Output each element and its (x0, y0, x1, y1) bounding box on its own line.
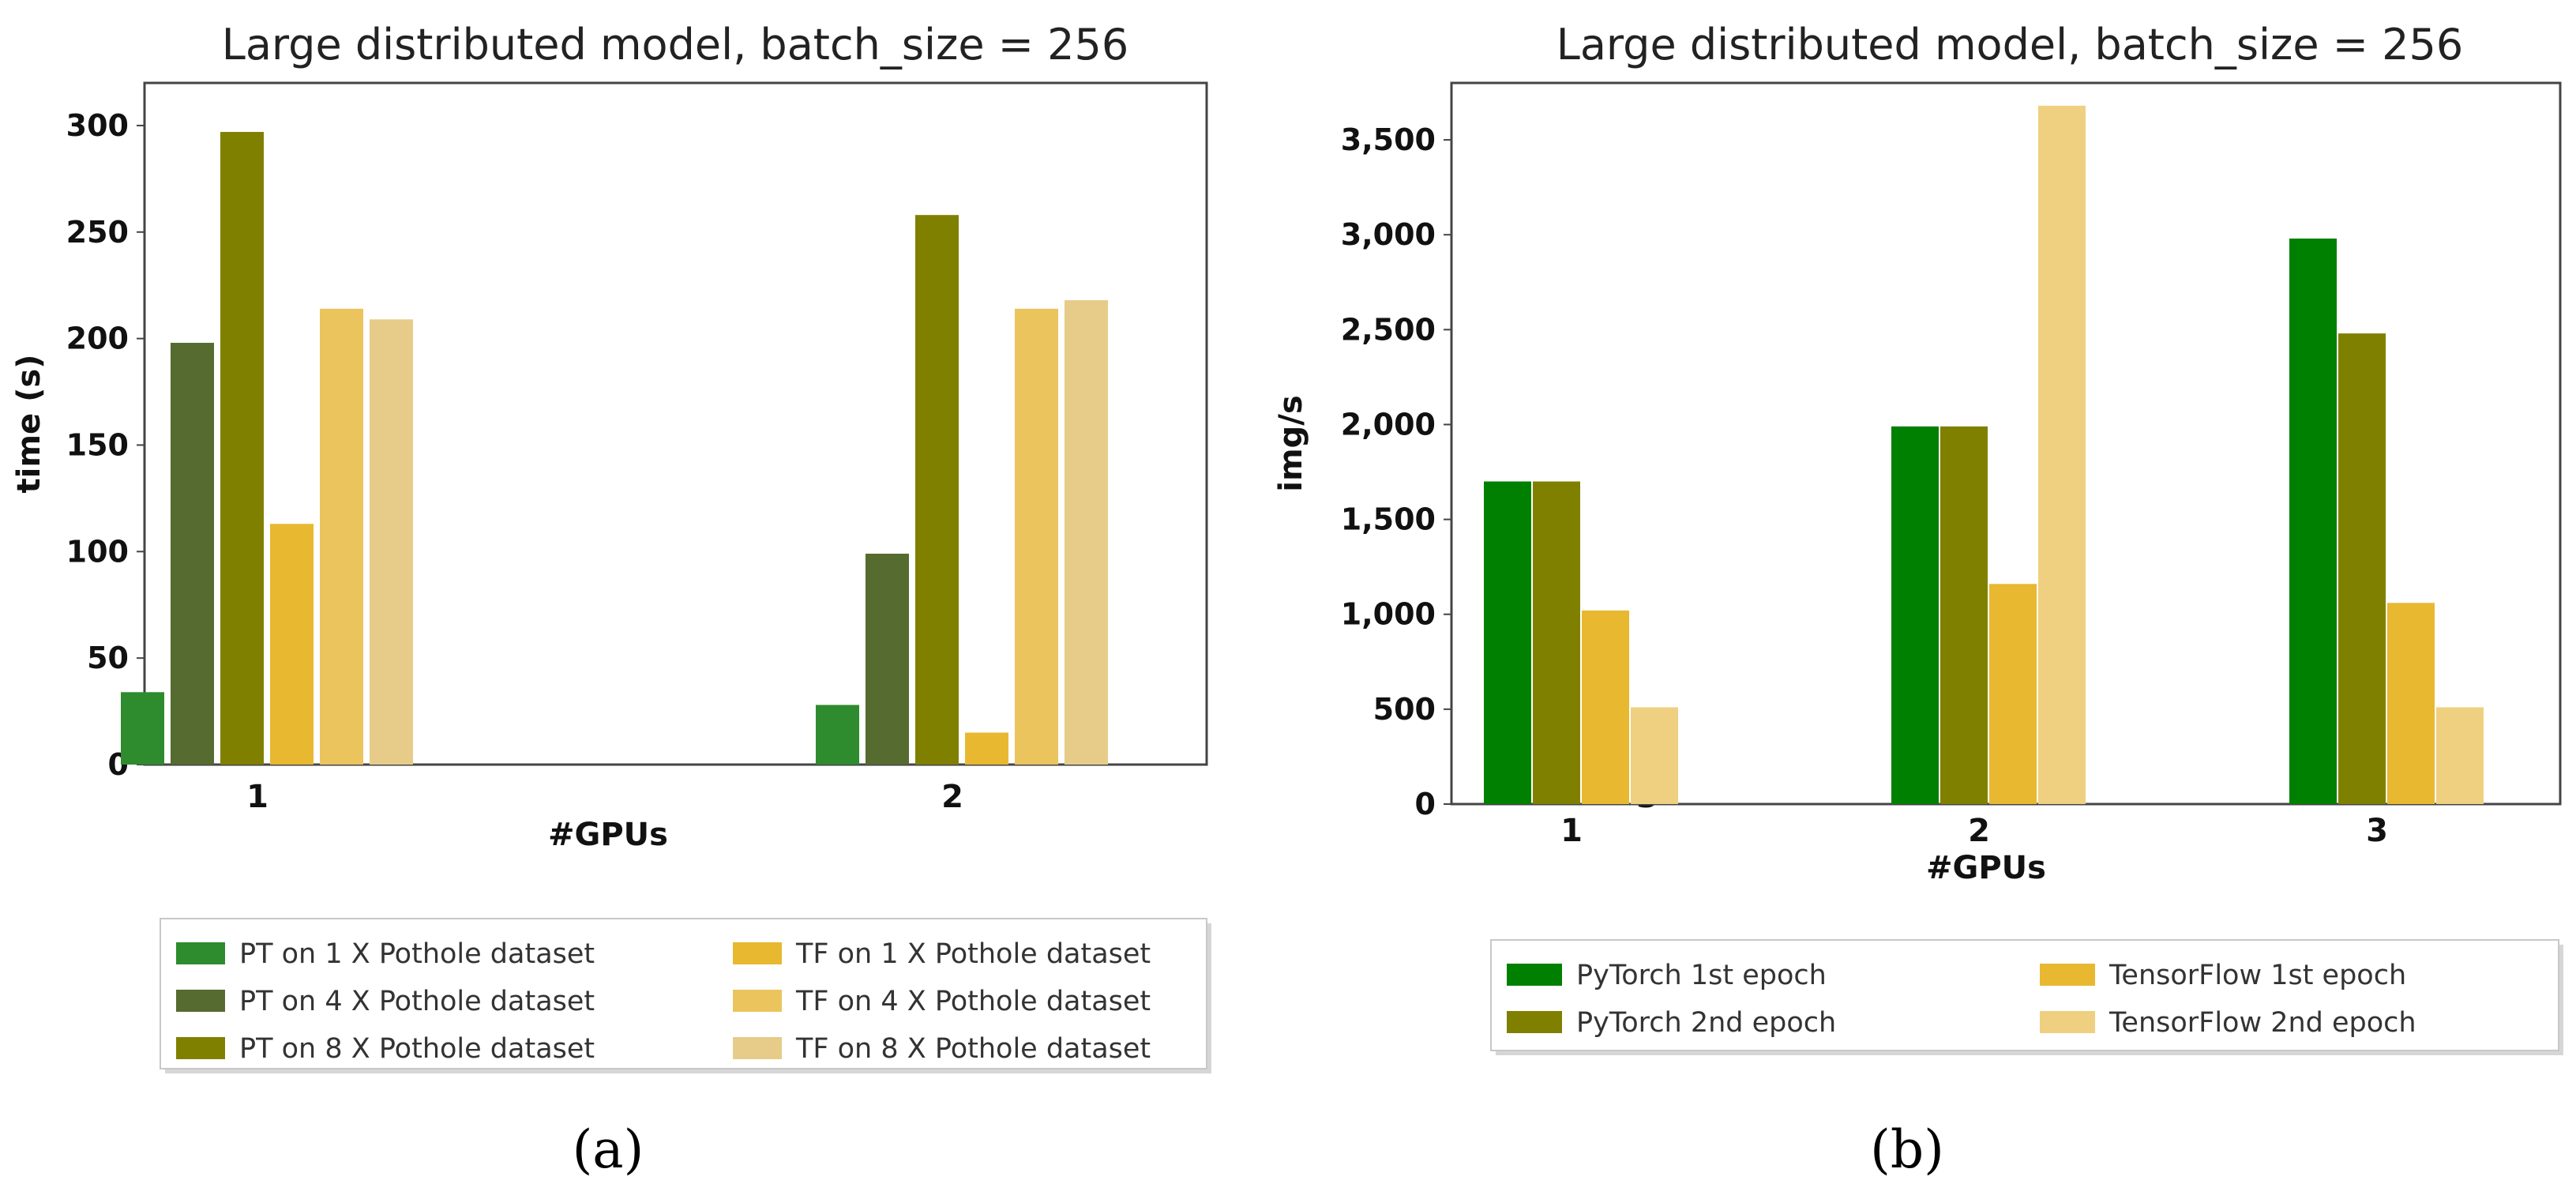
y-axis-label: time (s) (11, 355, 47, 494)
y-tick-label: 150 (66, 427, 129, 462)
bar-tensorflow-1st-epoch-gpu-2 (1989, 584, 2037, 804)
legend-entry-label: PT on 4 X Pothole dataset (239, 986, 595, 1017)
y-tick-label: 1,500 (1341, 502, 1436, 537)
y-tick-label: 200 (66, 321, 129, 356)
y-tick-label: 500 (1373, 692, 1436, 727)
bar-pytorch-1st-epoch-gpu-1 (1484, 481, 1531, 804)
legend-entry-label: TF on 1 X Pothole dataset (795, 938, 1151, 970)
x-tick-label: 2 (1968, 813, 1990, 849)
x-tick-label: 1 (1560, 813, 1583, 849)
y-tick-label: 1,000 (1341, 597, 1436, 632)
legend-swatch (1507, 1011, 1562, 1033)
legend-box (160, 918, 1207, 1069)
chart-title: Large distributed model, batch_size = 25… (1556, 20, 2464, 70)
y-tick-label: 0 (1415, 787, 1436, 821)
subfigure-caption: (b) (1870, 1119, 1944, 1180)
legend-entry-label: TensorFlow 1st epoch (2108, 960, 2406, 991)
legend-swatch (733, 990, 782, 1012)
bar-pytorch-2nd-epoch-gpu-3 (2338, 333, 2386, 805)
legend-swatch (176, 942, 225, 964)
x-axis-label: #GPUs (548, 817, 668, 853)
bar-tf-on-4-x-pothole-dataset-gpu-2 (1015, 308, 1058, 765)
chart-b: Large distributed model, batch_size = 25… (1273, 20, 2563, 1180)
legend-entry-label: PyTorch 2nd epoch (1576, 1007, 1836, 1039)
bar-pytorch-2nd-epoch-gpu-2 (1940, 426, 1988, 804)
chart-title: Large distributed model, batch_size = 25… (222, 20, 1129, 70)
legend-entry-label: PT on 1 X Pothole dataset (239, 938, 595, 970)
chart-a: Large distributed model, batch_size = 25… (11, 20, 1803, 1180)
bar-pt-on-8-x-pothole-dataset-gpu-2 (915, 215, 959, 765)
bar-tf-on-8-x-pothole-dataset-gpu-1 (370, 319, 413, 765)
y-tick-label: 3,000 (1341, 217, 1436, 252)
bar-pt-on-1-x-pothole-dataset-gpu-2 (816, 705, 859, 765)
y-tick-label: 250 (66, 215, 129, 250)
bar-pt-on-4-x-pothole-dataset-gpu-2 (866, 554, 909, 765)
bar-tf-on-1-x-pothole-dataset-gpu-1 (270, 524, 314, 765)
legend-swatch (733, 942, 782, 964)
bar-tf-on-1-x-pothole-dataset-gpu-2 (965, 732, 1008, 765)
y-tick-label: 3,500 (1341, 122, 1436, 157)
bar-pt-on-4-x-pothole-dataset-gpu-1 (171, 343, 214, 765)
legend-swatch (733, 1037, 782, 1059)
legend-swatch (1507, 964, 1562, 986)
bar-tensorflow-1st-epoch-gpu-1 (1582, 610, 1629, 804)
subfigure-caption: (a) (573, 1119, 644, 1180)
legend-entry-label: PyTorch 1st epoch (1576, 960, 1827, 991)
legend-swatch (176, 1037, 225, 1059)
x-tick-label: 2 (941, 779, 963, 815)
legend-swatch (2040, 964, 2095, 986)
x-tick-label: 3 (2366, 813, 2388, 849)
bar-tf-on-4-x-pothole-dataset-gpu-1 (320, 308, 363, 765)
bar-pytorch-1st-epoch-gpu-3 (2289, 239, 2337, 805)
legend-entry-label: TensorFlow 2nd epoch (2108, 1007, 2416, 1039)
legend: PyTorch 1st epoch PyTorch 2nd epoch Tensor… (1490, 939, 2563, 1055)
legend-entry-label: PT on 8 X Pothole dataset (239, 1033, 595, 1065)
legend: PT on 1 X Pothole dataset PT on 4 X Potho… (160, 918, 1211, 1073)
bar-tensorflow-2nd-epoch-gpu-1 (1631, 707, 1678, 804)
bar-tensorflow-2nd-epoch-gpu-2 (2038, 105, 2086, 805)
y-tick-label: 100 (66, 534, 129, 569)
y-tick-label: 2,000 (1341, 407, 1436, 442)
legend-box (1490, 939, 2559, 1051)
y-tick-label: 50 (87, 641, 129, 675)
bar-pt-on-1-x-pothole-dataset-gpu-1 (121, 692, 164, 765)
bar-pytorch-1st-epoch-gpu-2 (1891, 426, 1939, 804)
legend-swatch (176, 990, 225, 1012)
legend-entry-label: TF on 4 X Pothole dataset (795, 986, 1151, 1017)
legend-entry-label: TF on 8 X Pothole dataset (795, 1033, 1151, 1065)
legend-swatch (2040, 1011, 2095, 1033)
bar-pytorch-2nd-epoch-gpu-1 (1533, 481, 1580, 804)
x-axis-label: #GPUs (1926, 850, 2046, 886)
y-tick-label: 300 (66, 108, 129, 143)
x-tick-label: 1 (246, 779, 268, 815)
y-axis-label: img/s (1273, 395, 1309, 491)
bar-pt-on-8-x-pothole-dataset-gpu-1 (220, 132, 264, 765)
bar-tf-on-8-x-pothole-dataset-gpu-2 (1065, 300, 1108, 765)
bar-tensorflow-1st-epoch-gpu-3 (2387, 603, 2435, 804)
bar-tensorflow-2nd-epoch-gpu-3 (2436, 707, 2484, 804)
y-tick-label: 2,500 (1341, 312, 1436, 347)
